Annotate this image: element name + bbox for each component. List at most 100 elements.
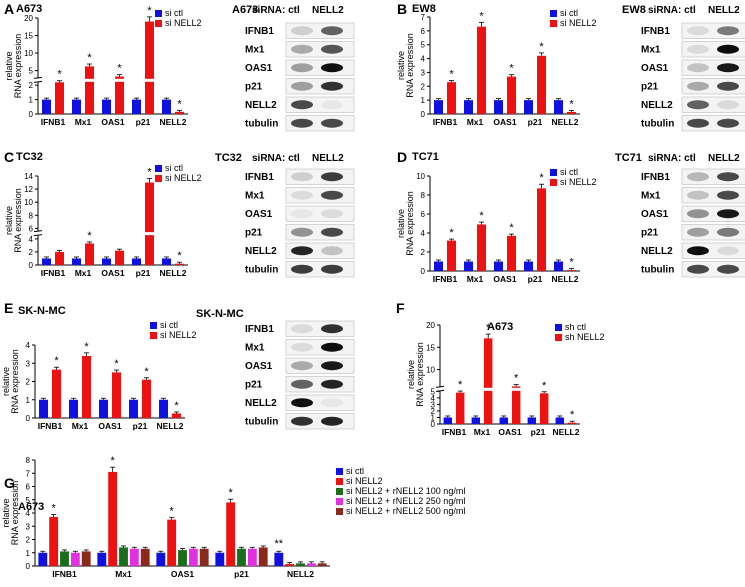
bar: [456, 392, 465, 424]
x-tick-label: p21: [136, 117, 151, 127]
bar-break: [84, 78, 95, 82]
bar: [537, 188, 546, 271]
significance-mark: *: [177, 98, 182, 110]
blot-band: [717, 44, 739, 54]
y-tick-label: 3: [26, 522, 31, 531]
y-tick-label: 1: [26, 549, 31, 558]
y-tick-label: 0: [26, 562, 31, 571]
significance-mark: *: [509, 222, 514, 234]
y-axis-label: relative: [1, 498, 11, 527]
blot-band: [321, 342, 343, 352]
blot-band: [321, 44, 343, 54]
legend-label: si NELL2: [165, 173, 202, 183]
blot-row-label: tubulin: [245, 417, 278, 428]
significance-mark: *: [542, 380, 547, 392]
legend-swatch: [150, 322, 157, 329]
blot-band: [321, 172, 343, 182]
panel-letter: C: [4, 149, 14, 165]
blot-band: [717, 209, 739, 219]
x-tick-label: Mx1: [75, 268, 92, 278]
significance-mark: *: [52, 503, 57, 515]
x-tick-label: Mx1: [474, 427, 491, 437]
legend-label: si NELL2: [560, 177, 597, 187]
bar: [247, 548, 257, 566]
panel-letter: G: [4, 475, 15, 491]
bar: [132, 258, 141, 265]
blot-row-label: Mx1: [641, 45, 661, 56]
y-tick-label: 0: [421, 110, 426, 119]
blot-band: [687, 190, 709, 200]
y-tick-label: 7: [26, 469, 31, 478]
blot-band: [291, 190, 313, 200]
y-tick-label: 2: [421, 248, 426, 257]
panel-letter: A: [4, 1, 14, 17]
y-axis-label: RNA expression: [405, 33, 415, 98]
legend-swatch: [550, 20, 557, 27]
panel-D-western-blot: TC71 siRNA: ctl NELL2 IFNB1 Mx1 OAS1 p21 NELL2 t…: [615, 152, 745, 278]
blot-row-label: OAS1: [641, 209, 669, 220]
bar: [167, 519, 177, 566]
x-tick-label: NELL2: [552, 117, 579, 127]
blot-band: [321, 100, 343, 110]
x-tick-label: OAS1: [493, 274, 516, 284]
blot-band: [687, 246, 709, 256]
legend-swatch: [555, 324, 562, 331]
bar: [477, 26, 486, 115]
x-tick-label: NELL2: [553, 427, 580, 437]
legend-label: si NELL2 + rNELL2 500 ng/ml: [346, 506, 465, 516]
significance-mark: *: [147, 166, 152, 178]
axis-break-mark: [33, 230, 43, 233]
significance-mark: *: [87, 52, 92, 64]
y-tick-label: 8: [421, 191, 426, 200]
significance-mark: *: [229, 487, 234, 499]
blot-band: [321, 26, 343, 36]
y-tick-label: 4: [431, 394, 436, 403]
panel-C-chart: C TC32 0 2 4 6 8 10 12 14 relative RNA expression IF…: [4, 149, 202, 278]
blot-lane-header: NELL2: [312, 153, 344, 164]
bar: [60, 551, 69, 566]
blot-row-label: OAS1: [245, 361, 273, 372]
blot-band: [321, 227, 343, 237]
blot-row-label: IFNB1: [641, 172, 670, 183]
bar: [142, 379, 151, 418]
bar: [507, 235, 516, 271]
x-tick-label: Mx1: [467, 117, 484, 127]
legend-swatch: [555, 334, 562, 341]
blot-row-label: p21: [245, 228, 263, 239]
y-tick-label: 0: [421, 267, 426, 276]
bar: [102, 99, 111, 114]
bar: [70, 552, 80, 566]
legend-label: si ctl: [560, 8, 578, 18]
bar: [115, 76, 124, 114]
panel-C-western-blot: TC32 siRNA: ctl NELL2 IFNB1 Mx1 OAS1 p21 NELL2 t…: [215, 152, 355, 278]
x-tick-label: OAS1: [493, 117, 516, 127]
y-tick-label: 4: [29, 235, 34, 244]
x-tick-label: IFNB1: [38, 421, 63, 431]
bar: [567, 270, 576, 271]
bar-break: [144, 78, 155, 82]
panel-E-chart: E SK-N-MC 0 1 2 3 4 relative RNA expression * IFNB…: [1, 300, 197, 431]
y-axis-label: RNA expression: [10, 349, 20, 414]
blot-band: [687, 63, 709, 73]
bar: [38, 552, 48, 566]
legend-swatch: [550, 10, 557, 17]
bar: [477, 224, 486, 271]
bar: [567, 111, 576, 114]
blot-band: [321, 379, 343, 389]
y-tick-label: 1: [29, 96, 34, 105]
significance-mark: *: [514, 373, 519, 385]
blot-band: [717, 118, 739, 128]
axis-break: [436, 387, 444, 392]
blot-title: SK-N-MC: [196, 308, 244, 320]
blot-band: [717, 190, 739, 200]
blot-band: [717, 227, 739, 237]
blot-row-label: p21: [245, 380, 263, 391]
blot-lane-header: NELL2: [708, 153, 740, 164]
legend-label: si ctl: [346, 466, 364, 476]
bar: [199, 548, 209, 566]
y-axis-label: RNA expression: [415, 342, 425, 407]
bar: [443, 417, 452, 424]
bar-break: [114, 78, 125, 82]
